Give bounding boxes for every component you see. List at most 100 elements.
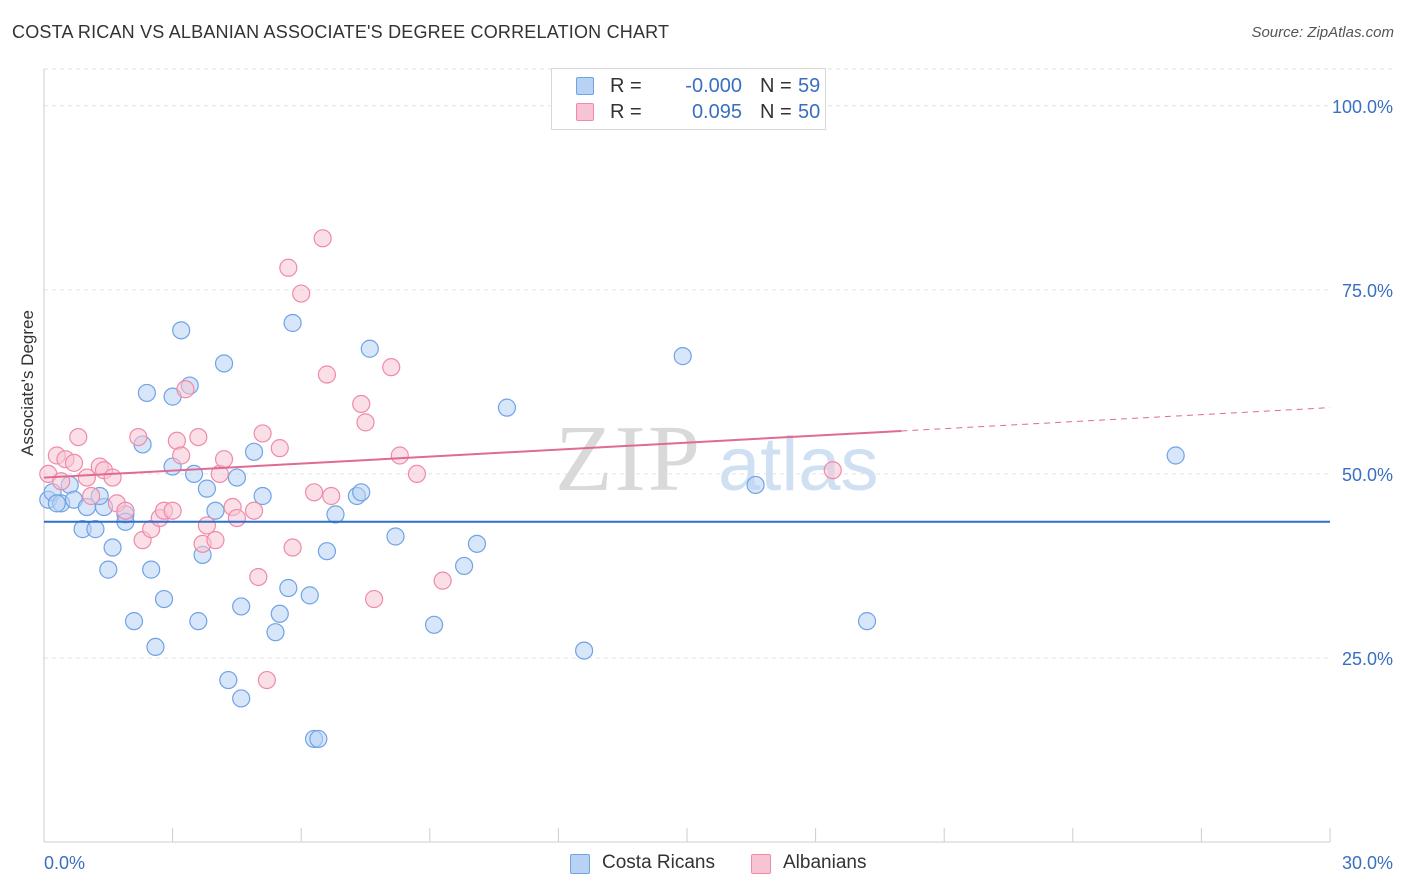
costa-ricans-point (270, 604, 289, 623)
albanians-point (283, 538, 302, 557)
correlation-legend: R = -0.000 N = 59 R = 0.095 N = 50 (551, 68, 826, 130)
costa-ricans-point (232, 689, 251, 708)
n-label: N = (760, 101, 792, 123)
x-tick-label: 0.0% (44, 853, 85, 873)
costa-ricans-point (746, 475, 765, 495)
y-tick-label: 100.0% (1332, 97, 1393, 117)
albanians-point (356, 413, 375, 432)
x-tick-label: 30.0% (1342, 853, 1393, 873)
costa-ricans-point (575, 641, 594, 660)
albanians-point (214, 450, 234, 469)
albanians-point (313, 229, 332, 248)
r-label: R = (610, 75, 642, 97)
albanians-point (279, 258, 298, 277)
albanians-point (257, 670, 277, 690)
albanians-legend-swatch (751, 854, 771, 874)
albanians-point (433, 571, 452, 590)
albanians-point (116, 501, 135, 520)
costa-ricans-point (352, 483, 371, 502)
albanians-point (823, 461, 842, 480)
costa-ricans-point (857, 612, 877, 631)
costa-ricans-point (497, 398, 517, 417)
albanians-point (64, 453, 84, 472)
costa-ricans-point (227, 468, 246, 487)
albanians-point (407, 464, 427, 484)
costa-ricans-point (300, 586, 319, 605)
y-axis-label: Associate's Degree (18, 310, 37, 456)
albanians-point (364, 589, 384, 609)
costa-ricans-point (154, 589, 174, 609)
costa-ricans-point (424, 615, 444, 634)
costa-ricans-point (197, 479, 216, 498)
costa-ricans-swatch (576, 77, 594, 95)
costa-ricans-point (253, 486, 272, 506)
costa-ricans-point (467, 534, 487, 553)
costa-ricans-point (219, 670, 238, 690)
costa-ricans-point (266, 623, 285, 642)
costa-ricans-point (232, 597, 251, 616)
albanians-point (253, 424, 272, 443)
costa-ricans-point (214, 354, 234, 373)
costa-ricans-point (99, 560, 118, 579)
albanians-point (322, 486, 341, 506)
costa-ricans-legend-swatch (570, 854, 590, 874)
y-tick-label: 25.0% (1342, 649, 1393, 669)
n-value: 59 (798, 75, 821, 97)
costa-ricans-point (673, 347, 692, 366)
albanians-legend-label: Albanians (783, 852, 867, 873)
costa-ricans-point (124, 612, 144, 631)
costa-ricans-point (386, 527, 405, 546)
costa-ricans-point (146, 637, 165, 657)
albanians-point (52, 472, 71, 491)
r-label: R = (610, 101, 642, 123)
costa-ricans-point (172, 321, 191, 340)
costa-ricans-point (309, 729, 328, 749)
costa-ricans-point (206, 501, 225, 520)
albanians-point (176, 380, 195, 399)
costa-ricans-point (1166, 446, 1185, 465)
albanians-point (197, 516, 216, 535)
albanians-point (244, 501, 264, 520)
albanians-point (292, 284, 311, 303)
costa-ricans-point (142, 560, 161, 579)
albanians-point (206, 531, 225, 550)
costa-ricans-point (47, 494, 66, 513)
albanians-trendline (43, 429, 902, 479)
albanians-point (189, 427, 208, 447)
costa-ricans-point (137, 383, 156, 403)
costa-ricans-point (279, 578, 298, 598)
albanians-point (77, 468, 96, 487)
albanians-point (304, 483, 324, 502)
costa-ricans-legend-label: Costa Ricans (602, 852, 715, 873)
n-label: N = (760, 75, 792, 97)
albanians-point (227, 508, 246, 528)
albanians-point (82, 486, 101, 506)
r-value: -0.000 (685, 75, 742, 97)
y-tick-label: 75.0% (1342, 281, 1393, 301)
albanians-point (352, 394, 371, 414)
albanians-swatch (576, 103, 594, 121)
r-value: 0.095 (691, 101, 742, 123)
costa-ricans-point (86, 520, 105, 539)
albanians-point (163, 501, 182, 520)
albanians-trendline-projection (901, 407, 1331, 432)
albanians-point (390, 446, 409, 465)
albanians-point (270, 439, 289, 458)
watermark-atlas: atlas (718, 422, 879, 507)
n-value: 50 (798, 101, 821, 123)
costa-ricans-point (103, 538, 122, 557)
albanians-point (69, 427, 88, 447)
costa-ricans-point (283, 313, 302, 333)
costa-ricans-point (244, 442, 264, 461)
costa-ricans-point (184, 464, 204, 484)
albanians-point (172, 446, 191, 465)
watermark-zip: ZIP (555, 407, 702, 511)
costa-ricans-point (189, 612, 208, 631)
costa-ricans-point (317, 542, 337, 561)
y-tick-label: 50.0% (1342, 465, 1393, 485)
costa-ricans-point (454, 556, 474, 576)
chart-title: COSTA RICAN VS ALBANIAN ASSOCIATE'S DEGR… (12, 22, 670, 42)
costa-ricans-point (326, 505, 345, 524)
costa-ricans-point (360, 339, 379, 358)
